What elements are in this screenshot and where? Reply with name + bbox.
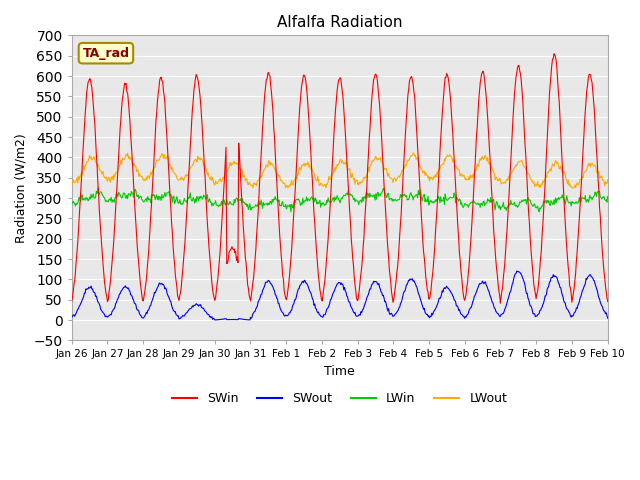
Text: TA_rad: TA_rad	[83, 47, 129, 60]
Legend: SWin, SWout, LWin, LWout: SWin, SWout, LWin, LWout	[167, 387, 512, 410]
Y-axis label: Radiation (W/m2): Radiation (W/m2)	[15, 133, 28, 243]
X-axis label: Time: Time	[324, 365, 355, 378]
Title: Alfalfa Radiation: Alfalfa Radiation	[277, 15, 403, 30]
